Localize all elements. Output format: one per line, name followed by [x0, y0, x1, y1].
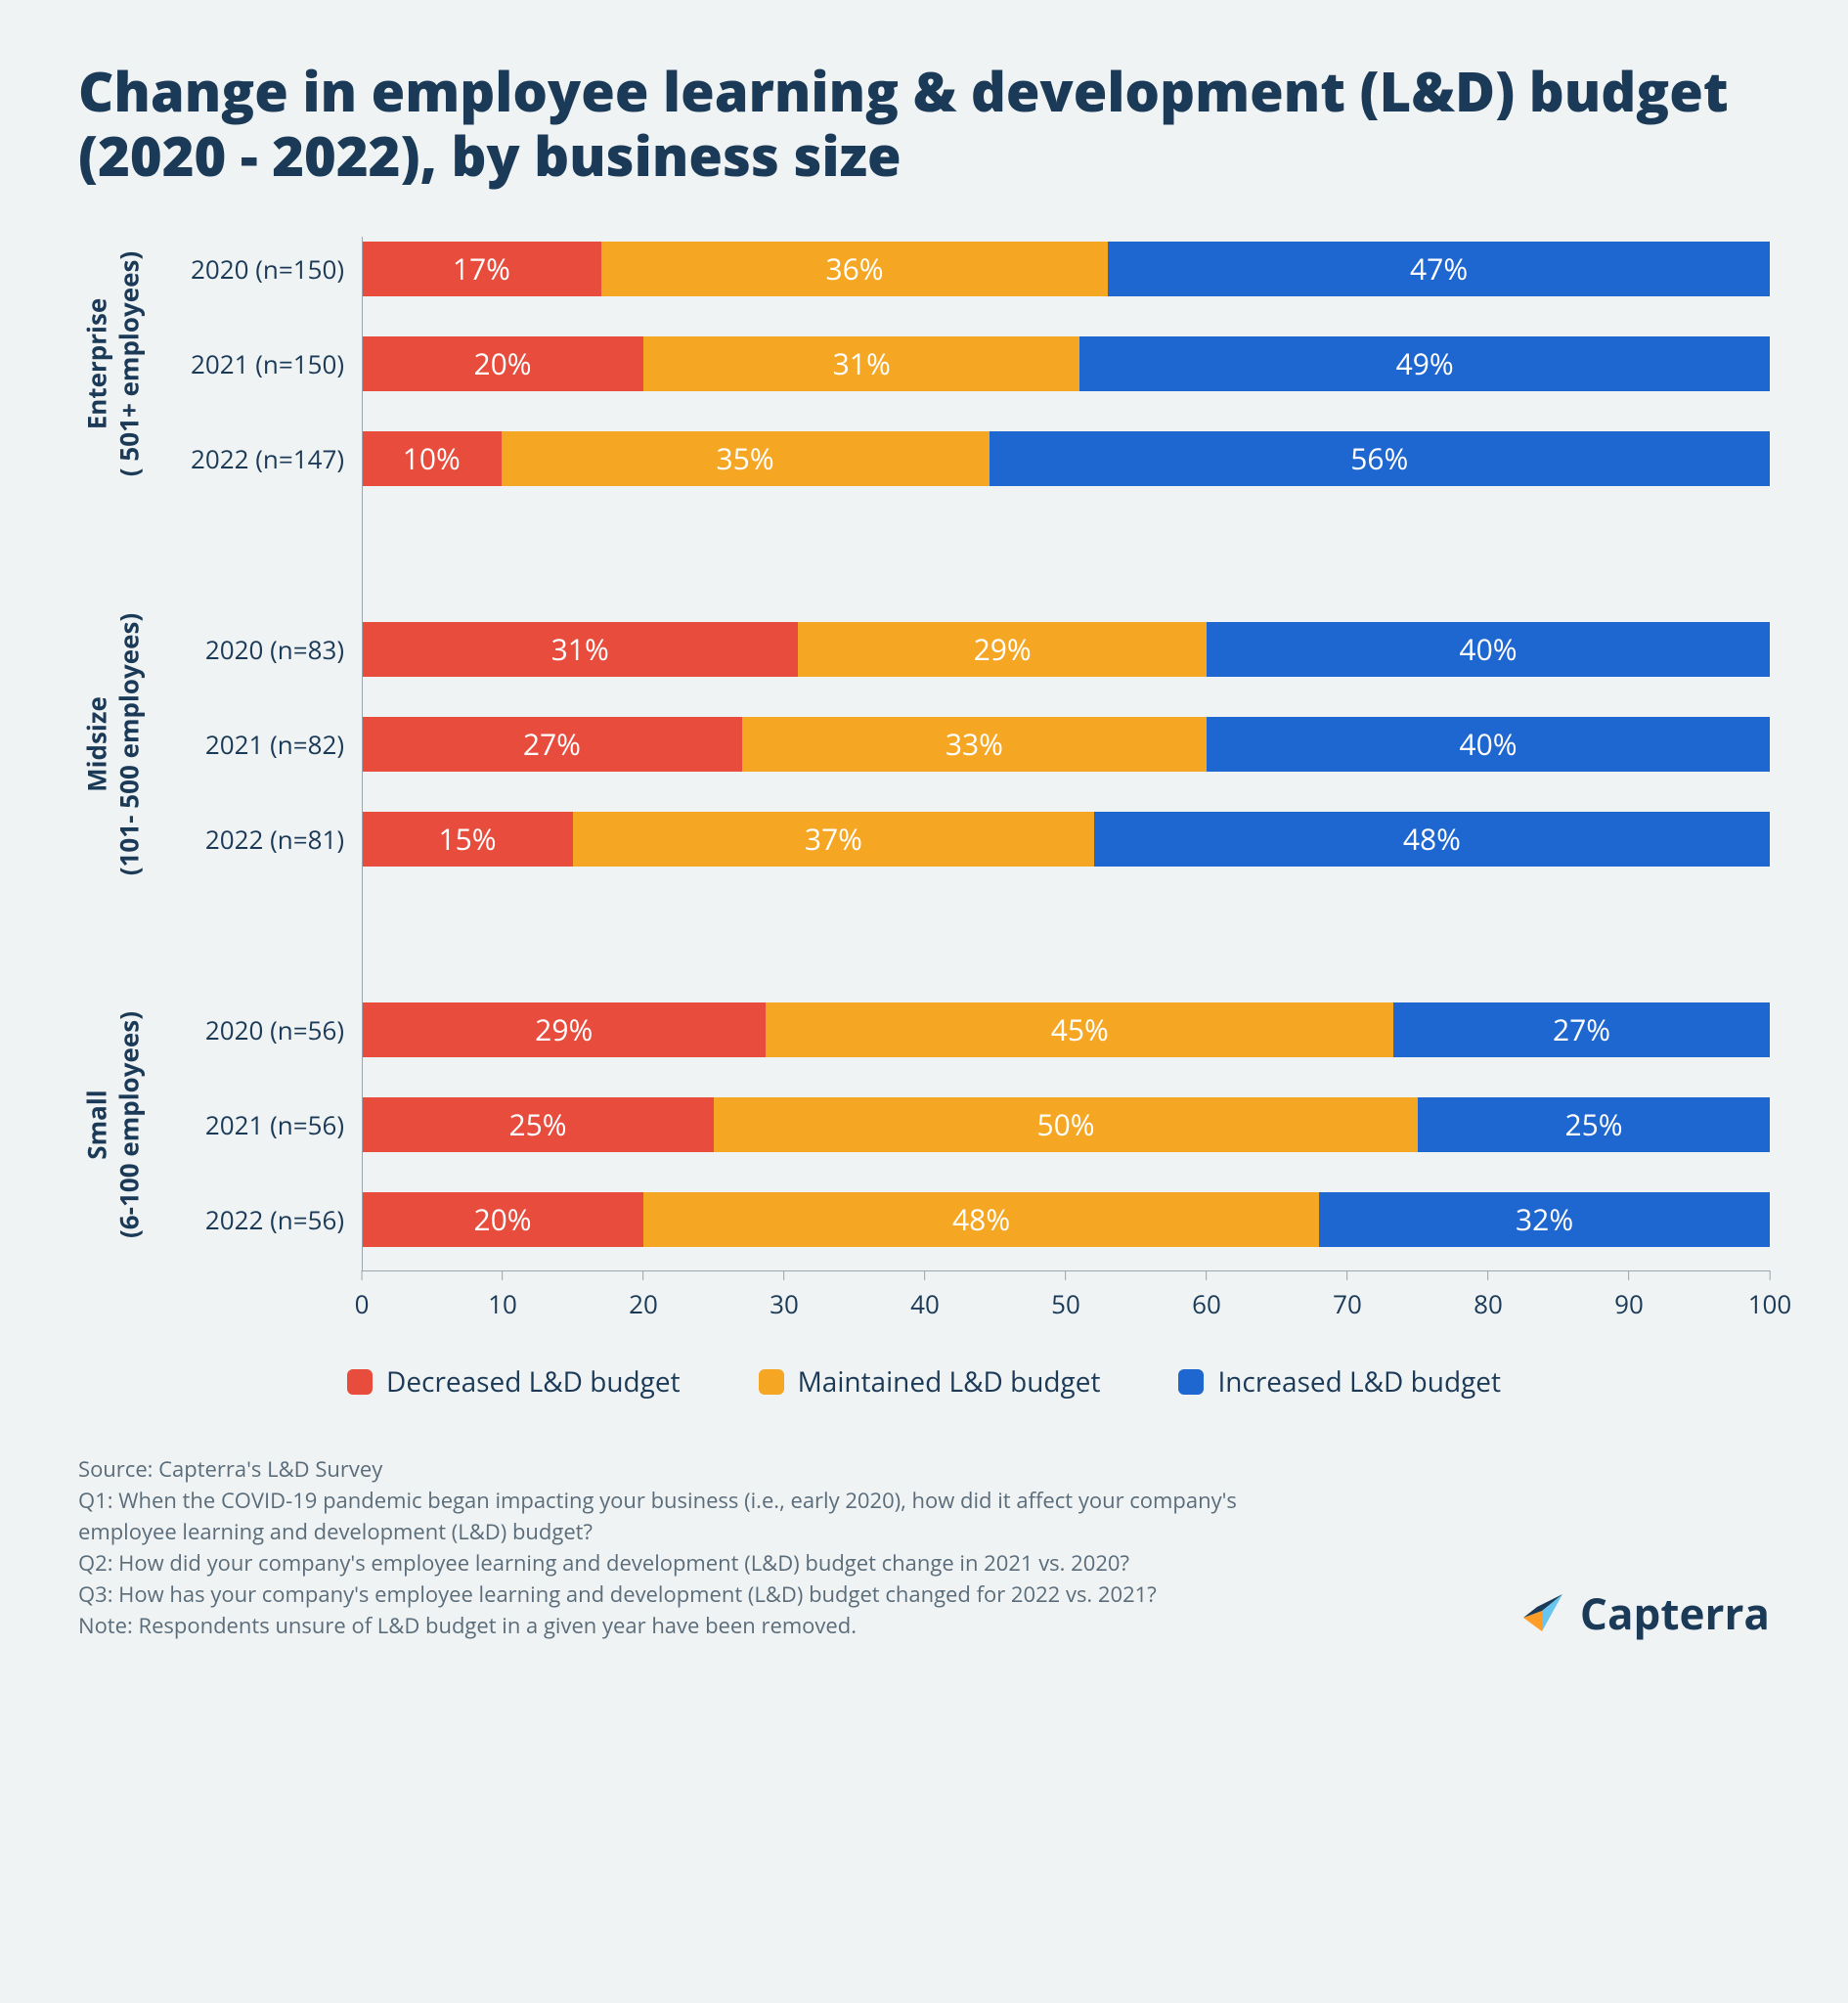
bar-row: 2022 (n=147)10%35%56%	[147, 426, 1770, 490]
bar-segment-increased: 47%	[1108, 242, 1770, 296]
legend-swatch	[759, 1369, 784, 1395]
bar-segment-maintained: 33%	[742, 717, 1207, 772]
bar-track: 20%48%32%	[362, 1192, 1770, 1247]
bar-segment-decreased: 20%	[362, 336, 643, 391]
legend: Decreased L&D budget Maintained L&D budge…	[78, 1363, 1770, 1401]
x-tick: 30	[770, 1270, 799, 1321]
bar-track: 10%35%56%	[362, 431, 1770, 486]
bar-track: 20%31%49%	[362, 336, 1770, 391]
bar-segment-increased: 32%	[1319, 1192, 1770, 1247]
footnote-q1: Q1: When the COVID-19 pandemic began imp…	[78, 1486, 1252, 1548]
bar-segment-increased: 48%	[1094, 812, 1770, 867]
footnote-q2: Q2: How did your company's employee lear…	[78, 1548, 1252, 1580]
brand-logo: Capterra	[1518, 1583, 1770, 1642]
x-tick: 70	[1333, 1270, 1362, 1321]
bar-segment-increased: 25%	[1418, 1097, 1770, 1152]
footnotes: Source: Capterra's L&D Survey Q1: When t…	[78, 1454, 1252, 1641]
legend-label: Maintained L&D budget	[798, 1363, 1101, 1401]
bar-row: 2021 (n=56)25%50%25%	[147, 1092, 1770, 1156]
bar-group: Enterprise( 501+ employees)2020 (n=150)1…	[78, 237, 1770, 490]
group-label: Enterprise( 501+ employees)	[81, 250, 145, 475]
bar-segment-decreased: 27%	[362, 717, 742, 772]
x-tick: 50	[1051, 1270, 1080, 1321]
legend-item-decreased: Decreased L&D budget	[347, 1363, 681, 1401]
bar-row: 2020 (n=83)31%29%40%	[147, 617, 1770, 681]
legend-item-increased: Increased L&D budget	[1178, 1363, 1501, 1401]
bar-segment-maintained: 48%	[643, 1192, 1319, 1247]
bar-segment-decreased: 29%	[362, 1002, 766, 1057]
x-tick: 0	[355, 1270, 370, 1321]
bar-segment-decreased: 31%	[362, 622, 798, 677]
legend-item-maintained: Maintained L&D budget	[759, 1363, 1101, 1401]
row-label: 2022 (n=81)	[147, 822, 362, 857]
bar-segment-maintained: 35%	[502, 431, 990, 486]
bar-segment-decreased: 25%	[362, 1097, 714, 1152]
bar-row: 2022 (n=56)20%48%32%	[147, 1187, 1770, 1251]
row-label: 2021 (n=82)	[147, 727, 362, 762]
group-label: Midsize(101- 500 employees)	[81, 612, 145, 875]
bar-track: 17%36%47%	[362, 242, 1770, 296]
bar-row: 2021 (n=150)20%31%49%	[147, 332, 1770, 395]
row-label: 2020 (n=83)	[147, 632, 362, 667]
bar-groups-host: Enterprise( 501+ employees)2020 (n=150)1…	[78, 237, 1770, 1251]
legend-swatch	[347, 1369, 373, 1395]
bar-segment-maintained: 45%	[766, 1002, 1393, 1057]
legend-label: Increased L&D budget	[1217, 1363, 1501, 1401]
bar-segment-maintained: 29%	[798, 622, 1207, 677]
bar-track: 29%45%27%	[362, 1002, 1770, 1057]
bar-segment-increased: 40%	[1207, 622, 1770, 677]
footnote-note: Note: Respondents unsure of L&D budget i…	[78, 1611, 1252, 1642]
row-label: 2022 (n=56)	[147, 1202, 362, 1237]
x-tick: 40	[910, 1270, 940, 1321]
x-tick: 20	[629, 1270, 658, 1321]
x-tick: 10	[488, 1270, 517, 1321]
x-axis: 0102030405060708090100	[78, 1270, 1770, 1329]
row-label: 2021 (n=56)	[147, 1107, 362, 1142]
x-tick: 90	[1614, 1270, 1644, 1321]
bar-group: Midsize(101- 500 employees)2020 (n=83)31…	[78, 617, 1770, 870]
bar-row: 2022 (n=81)15%37%48%	[147, 807, 1770, 870]
bar-segment-decreased: 10%	[362, 431, 502, 486]
capterra-arrow-icon	[1518, 1588, 1566, 1637]
bar-row: 2020 (n=56)29%45%27%	[147, 998, 1770, 1061]
bar-track: 15%37%48%	[362, 812, 1770, 867]
x-tick: 60	[1192, 1270, 1221, 1321]
bar-segment-maintained: 31%	[643, 336, 1079, 391]
bar-row: 2021 (n=82)27%33%40%	[147, 712, 1770, 776]
bar-segment-maintained: 50%	[714, 1097, 1418, 1152]
bar-segment-decreased: 15%	[362, 812, 573, 867]
row-label: 2020 (n=150)	[147, 251, 362, 287]
bar-row: 2020 (n=150)17%36%47%	[147, 237, 1770, 300]
bar-segment-increased: 40%	[1207, 717, 1770, 772]
group-label: Small(6-100 employees)	[81, 1011, 145, 1238]
bar-segment-increased: 27%	[1393, 1002, 1770, 1057]
chart-plot: Enterprise( 501+ employees)2020 (n=150)1…	[78, 237, 1770, 1329]
bar-segment-increased: 56%	[990, 431, 1770, 486]
row-label: 2020 (n=56)	[147, 1012, 362, 1047]
bar-segment-decreased: 20%	[362, 1192, 643, 1247]
footer: Source: Capterra's L&D Survey Q1: When t…	[78, 1454, 1770, 1641]
x-tick: 80	[1474, 1270, 1503, 1321]
footnote-source: Source: Capterra's L&D Survey	[78, 1454, 1252, 1486]
row-label: 2022 (n=147)	[147, 441, 362, 476]
bar-track: 31%29%40%	[362, 622, 1770, 677]
bar-segment-decreased: 17%	[362, 242, 601, 296]
x-tick: 100	[1748, 1270, 1792, 1321]
brand-name: Capterra	[1580, 1583, 1770, 1642]
bar-group: Small(6-100 employees)2020 (n=56)29%45%2…	[78, 998, 1770, 1251]
row-label: 2021 (n=150)	[147, 346, 362, 381]
legend-swatch	[1178, 1369, 1204, 1395]
chart-title: Change in employee learning & developmen…	[78, 59, 1770, 188]
bar-segment-maintained: 36%	[601, 242, 1108, 296]
bar-track: 25%50%25%	[362, 1097, 1770, 1152]
bar-segment-maintained: 37%	[573, 812, 1094, 867]
footnote-q3: Q3: How has your company's employee lear…	[78, 1580, 1252, 1611]
bar-segment-increased: 49%	[1079, 336, 1770, 391]
bar-track: 27%33%40%	[362, 717, 1770, 772]
legend-label: Decreased L&D budget	[386, 1363, 681, 1401]
